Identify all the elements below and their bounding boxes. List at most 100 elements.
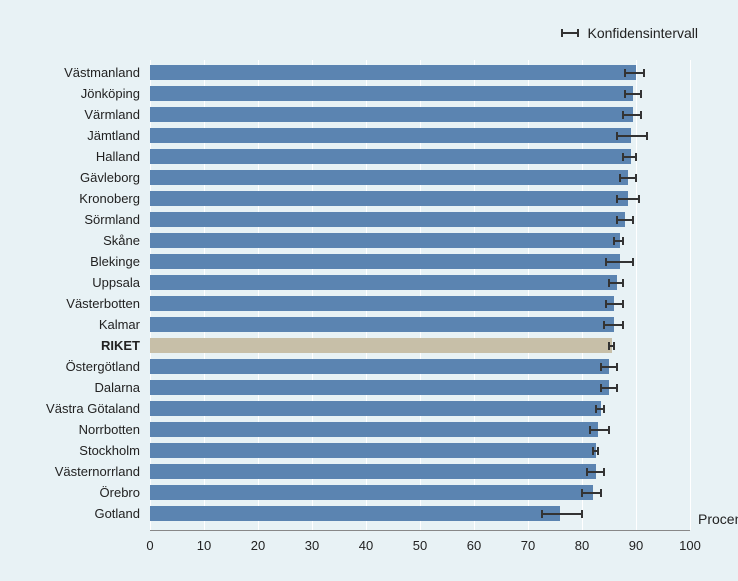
bar xyxy=(150,65,636,80)
x-tick: 50 xyxy=(413,530,427,553)
x-tick: 20 xyxy=(251,530,265,553)
bar xyxy=(150,212,625,227)
ci-line xyxy=(617,198,639,200)
ci-cap xyxy=(638,195,640,203)
ci-cap xyxy=(600,489,602,497)
ci-line xyxy=(542,513,583,515)
ci-cap xyxy=(595,405,597,413)
bar-row: Örebro xyxy=(150,485,690,500)
ci-cap xyxy=(646,132,648,140)
bar xyxy=(150,401,601,416)
ci-cap xyxy=(632,258,634,266)
bar-row: Halland xyxy=(150,149,690,164)
bar-label: Östergötland xyxy=(66,359,150,374)
bar-row: Uppsala xyxy=(150,275,690,290)
x-tick: 60 xyxy=(467,530,481,553)
ci-cap xyxy=(603,405,605,413)
ci-cap xyxy=(600,363,602,371)
bar-label: Kronoberg xyxy=(79,191,150,206)
bar-row: Kalmar xyxy=(150,317,690,332)
ci-line xyxy=(625,93,641,95)
ci-cap xyxy=(635,153,637,161)
gridline xyxy=(690,60,691,530)
chart-container: Konfidensintervall 010203040506070809010… xyxy=(0,0,738,581)
x-tick: 10 xyxy=(197,530,211,553)
x-axis-label: Procent xyxy=(698,511,738,527)
ci-cap xyxy=(622,153,624,161)
bar-label: Kalmar xyxy=(99,317,150,332)
bar-label: Gävleborg xyxy=(80,170,150,185)
bar xyxy=(150,275,617,290)
ci-cap xyxy=(589,426,591,434)
bar xyxy=(150,443,596,458)
bar-label: Jönköping xyxy=(81,86,150,101)
ci-cap xyxy=(624,90,626,98)
bar-label: Västmanland xyxy=(64,65,150,80)
bar-row: Blekinge xyxy=(150,254,690,269)
ci-cap xyxy=(622,300,624,308)
ci-cap xyxy=(624,69,626,77)
bar-row: Dalarna xyxy=(150,380,690,395)
bar-row: Gotland xyxy=(150,506,690,521)
ci-line xyxy=(590,429,609,431)
bar-label: Blekinge xyxy=(90,254,150,269)
x-tick: 80 xyxy=(575,530,589,553)
ci-cap xyxy=(586,468,588,476)
ci-cap xyxy=(635,174,637,182)
bar-row: Östergötland xyxy=(150,359,690,374)
ci-cap xyxy=(608,426,610,434)
bar xyxy=(150,233,620,248)
bar xyxy=(150,464,596,479)
bar xyxy=(150,359,609,374)
bar-label: Halland xyxy=(96,149,150,164)
bar-label: Norrbotten xyxy=(79,422,150,437)
ci-line xyxy=(601,366,617,368)
bar-row: Värmland xyxy=(150,107,690,122)
ci-line xyxy=(601,387,617,389)
bar-label: Jämtland xyxy=(87,128,150,143)
ci-line xyxy=(617,219,633,221)
bar-row: Västernorrland xyxy=(150,464,690,479)
ci-line xyxy=(606,261,633,263)
ci-cap xyxy=(603,321,605,329)
legend-ci-icon xyxy=(561,32,579,34)
bar-row: Stockholm xyxy=(150,443,690,458)
x-axis-line xyxy=(150,530,690,531)
ci-cap xyxy=(616,363,618,371)
ci-line xyxy=(623,156,637,158)
ci-cap xyxy=(613,342,615,350)
bar xyxy=(150,149,631,164)
ci-cap xyxy=(597,447,599,455)
ci-cap xyxy=(608,342,610,350)
bar-row: Västerbotten xyxy=(150,296,690,311)
bar-label: Sörmland xyxy=(84,212,150,227)
x-tick: 70 xyxy=(521,530,535,553)
bar xyxy=(150,191,628,206)
bar-label: Örebro xyxy=(100,485,150,500)
bar-row: Sörmland xyxy=(150,212,690,227)
x-tick: 100 xyxy=(679,530,701,553)
ci-cap xyxy=(622,279,624,287)
ci-cap xyxy=(640,111,642,119)
ci-line xyxy=(582,492,601,494)
bar-label: Dalarna xyxy=(94,380,150,395)
bar-row: Jönköping xyxy=(150,86,690,101)
plot-area: 0102030405060708090100VästmanlandJönköpi… xyxy=(150,60,690,530)
ci-cap xyxy=(616,384,618,392)
ci-line xyxy=(609,282,623,284)
ci-line xyxy=(604,324,623,326)
ci-cap xyxy=(581,489,583,497)
ci-cap xyxy=(616,132,618,140)
bar xyxy=(150,338,612,353)
bar xyxy=(150,107,633,122)
ci-cap xyxy=(622,111,624,119)
bar xyxy=(150,380,609,395)
bar-row: Jämtland xyxy=(150,128,690,143)
x-tick: 90 xyxy=(629,530,643,553)
ci-cap xyxy=(640,90,642,98)
ci-line xyxy=(587,471,603,473)
ci-line xyxy=(623,114,642,116)
ci-cap xyxy=(605,258,607,266)
bar xyxy=(150,254,620,269)
bar-label: Värmland xyxy=(84,107,150,122)
